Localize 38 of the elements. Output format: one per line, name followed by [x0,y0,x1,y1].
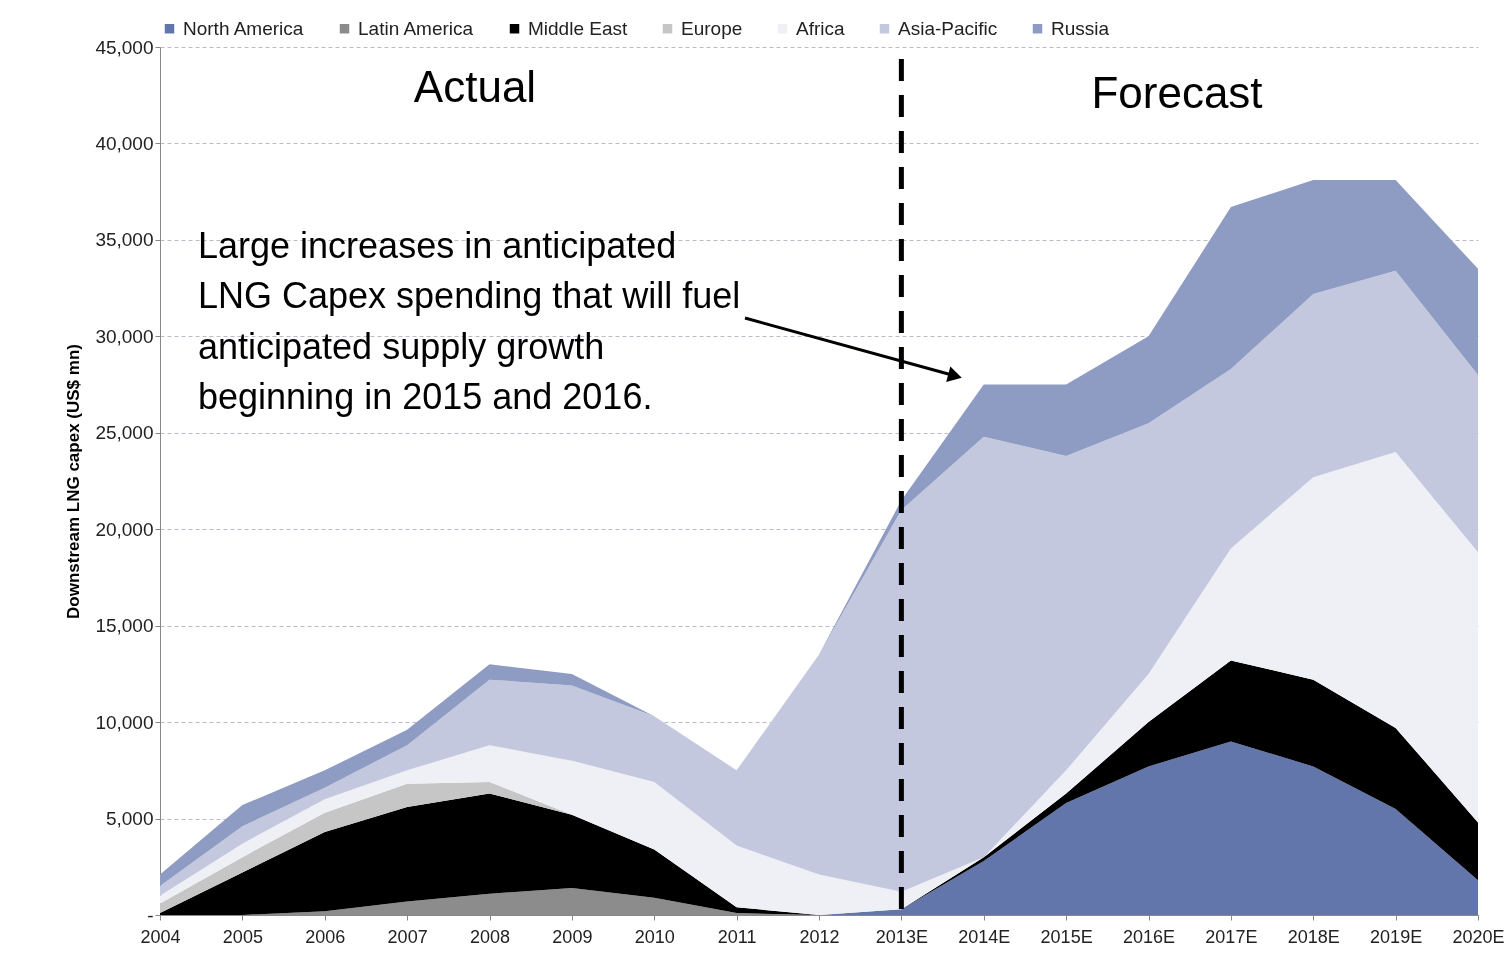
y-axis-title: Downstream LNG capex (US$ mn) [64,344,84,619]
legend-label: Asia-Pacific [898,17,998,39]
y-tick-label: 35,000 [95,229,154,251]
y-tick-label: 25,000 [95,422,154,444]
y-tick-label: 45,000 [95,36,154,58]
x-tick-label: 2005 [222,926,263,947]
annotation: Large increases in anticipated LNG Capex spending that will fuel anticipated supply growth beginning in 2015 and 2016. [198,225,741,418]
x-tick-label: 2015E [1040,926,1093,947]
y-tick-label: 10,000 [95,711,154,733]
legend-label: Africa [796,17,845,39]
legend-label: Latin America [358,17,474,39]
legend-label: Europe [681,17,743,39]
annotation: Actual [413,62,537,111]
x-tick-label: 2018E [1287,926,1340,947]
y-tick-label: 40,000 [95,132,154,154]
x-tick-label: 2019E [1370,926,1423,947]
x-tick-label: 2017E [1205,926,1258,947]
x-tick-label: 2014E [958,926,1011,947]
y-tick-label: 20,000 [95,518,154,540]
y-tick-label: 15,000 [95,615,154,637]
legend-label: Russia [1051,17,1110,39]
x-tick-label: 2004 [140,926,181,947]
x-tick-label: 2020E [1452,926,1505,947]
x-tick-label: 2009 [552,926,593,947]
legend-label: North America [183,17,304,39]
x-tick-label: 2006 [305,926,346,947]
x-tick-label: 2013E [875,926,928,947]
annotation: Forecast [1091,68,1263,117]
x-tick-label: 2010 [634,926,675,947]
x-tick-label: 2012 [799,926,840,947]
legend-label: Middle East [528,17,628,39]
y-tick-label: - [147,904,154,926]
x-tick-label: 2011 [717,926,757,947]
y-tick-label: 5,000 [105,808,154,830]
x-tick-label: 2007 [387,926,428,947]
x-tick-label: 2016E [1122,926,1176,947]
x-tick-label: 2008 [469,926,511,947]
y-tick-label: 30,000 [95,325,154,347]
